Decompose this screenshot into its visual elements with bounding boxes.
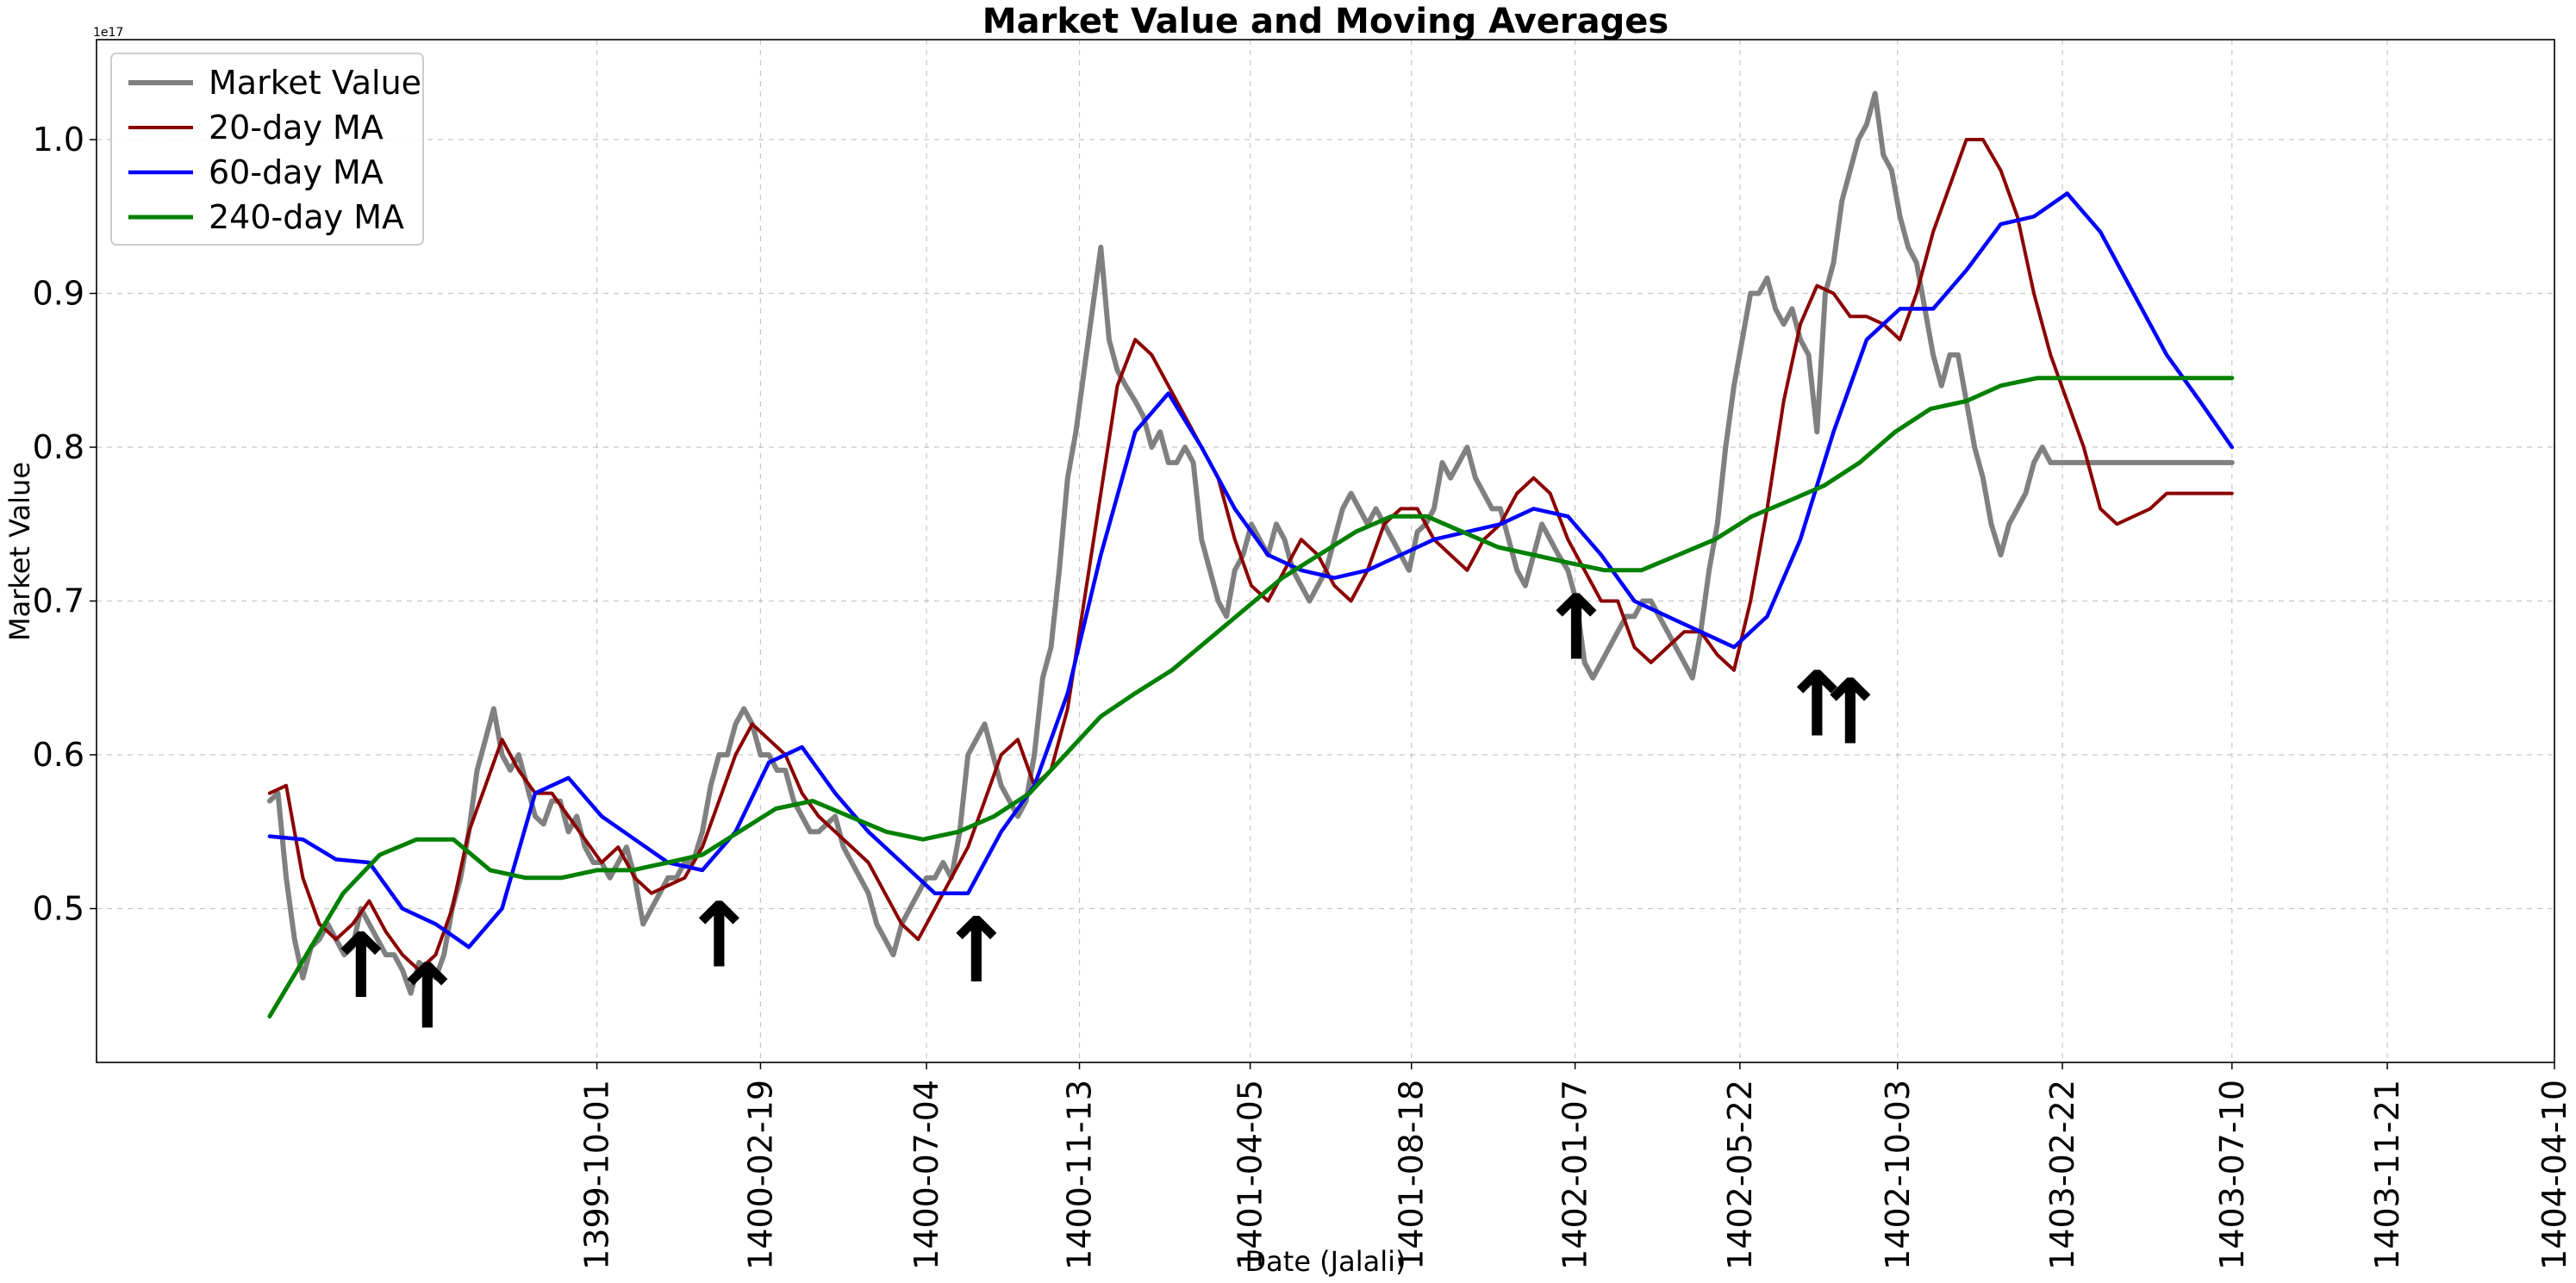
x-tick-label: 1403-11-21	[2368, 1080, 2406, 1270]
x-tick-label: 1400-07-04	[908, 1080, 945, 1270]
annotation-arrow: ↑	[1538, 575, 1613, 680]
series-line-20-day-ma	[267, 138, 2234, 972]
annotation-arrow: ↑	[323, 913, 398, 1018]
x-tick-label: 1401-08-18	[1393, 1080, 1431, 1270]
plot-frame	[96, 39, 2555, 1063]
y-tick-label: 0.7	[33, 582, 84, 620]
y-tick-label: 1.0	[33, 121, 84, 159]
x-tick-label: 1404-04-10	[2535, 1080, 2573, 1270]
annotation-arrow: ↑	[682, 882, 757, 987]
legend-label: 20-day MA	[209, 109, 384, 146]
y-tick-label: 0.6	[33, 736, 84, 774]
chart-title: Market Value and Moving Averages	[982, 2, 1668, 41]
series-line-market-value	[266, 90, 2235, 996]
legend-box	[110, 53, 424, 246]
legend-label: 240-day MA	[209, 198, 404, 236]
x-tick-label: 1399-10-01	[578, 1080, 616, 1270]
annotation-arrow: ↑	[1812, 659, 1887, 764]
x-tick-label: 1400-11-13	[1061, 1080, 1099, 1270]
y-exponent-label: 1e17	[93, 26, 123, 40]
y-tick-label: 0.5	[33, 890, 84, 928]
x-tick-label: 1403-07-10	[2213, 1080, 2251, 1270]
x-tick-label: 1402-10-03	[1879, 1080, 1917, 1270]
x-tick-label: 1402-05-22	[1721, 1080, 1759, 1270]
annotation-arrow: ↑	[390, 944, 465, 1049]
legend-label: 60-day MA	[209, 153, 384, 191]
series-line-60-day-ma	[267, 191, 2235, 950]
x-tick-label: 1403-02-22	[2043, 1080, 2081, 1270]
x-tick-label: 1400-02-19	[741, 1080, 779, 1270]
legend-label: Market Value	[209, 64, 421, 102]
x-tick-label: 1402-01-07	[1556, 1080, 1594, 1270]
x-tick-label: 1401-04-05	[1232, 1080, 1269, 1270]
series-line-240-day-ma	[267, 376, 2235, 1018]
y-tick-label: 0.9	[33, 275, 84, 313]
y-axis-label: Market Value	[3, 462, 36, 641]
y-tick-label: 0.8	[33, 428, 84, 466]
annotation-arrow: ↑	[1780, 652, 1855, 757]
x-axis-label: Date (Jalali)	[1245, 1245, 1407, 1278]
annotation-arrow: ↑	[939, 898, 1014, 1003]
